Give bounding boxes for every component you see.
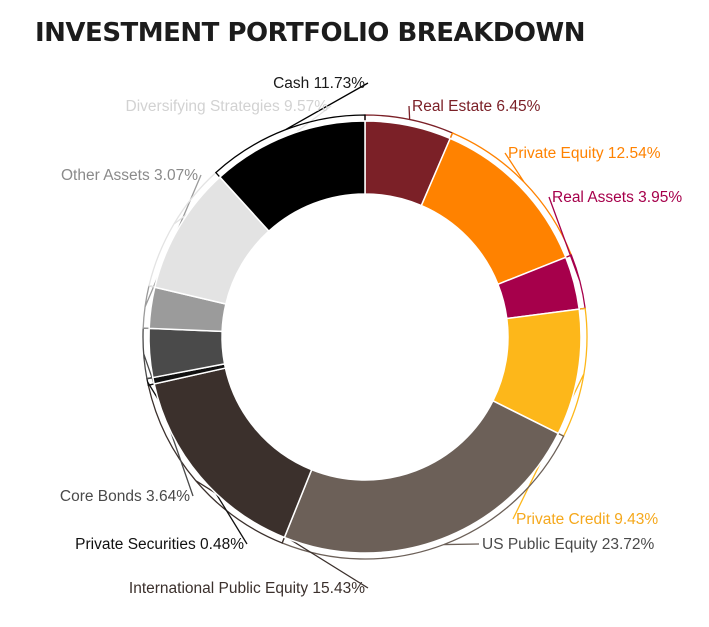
label-core-bonds: Core Bonds 3.64% <box>60 488 190 505</box>
label-real-assets: Real Assets 3.95% <box>552 189 682 206</box>
label-private-securities: Private Securities 0.48% <box>75 536 244 553</box>
label-private-equity: Private Equity 12.54% <box>508 145 661 162</box>
label-other-assets: Other Assets 3.07% <box>61 167 198 184</box>
slice-labels: Real Estate 6.45% Private Equity 12.54% Re… <box>60 75 682 597</box>
label-cash: Cash 11.73% <box>273 75 365 92</box>
chart-title: INVESTMENT PORTFOLIO BREAKDOWN <box>35 18 585 48</box>
label-real-estate: Real Estate 6.45% <box>412 98 541 115</box>
donut-slices <box>148 120 582 554</box>
label-private-credit: Private Credit 9.43% <box>516 511 658 528</box>
label-diversifying-strategies: Diversifying Strategies 9.57% <box>126 98 329 115</box>
label-brackets <box>142 82 588 589</box>
bracket-us-public-equity <box>281 431 565 560</box>
label-international-public-equity: International Public Equity 15.43% <box>129 580 365 597</box>
label-us-public-equity: US Public Equity 23.72% <box>482 536 655 553</box>
slice-us-public-equity[interactable] <box>283 400 560 554</box>
bracket-cash <box>214 82 369 179</box>
slice-cash[interactable] <box>219 120 366 232</box>
